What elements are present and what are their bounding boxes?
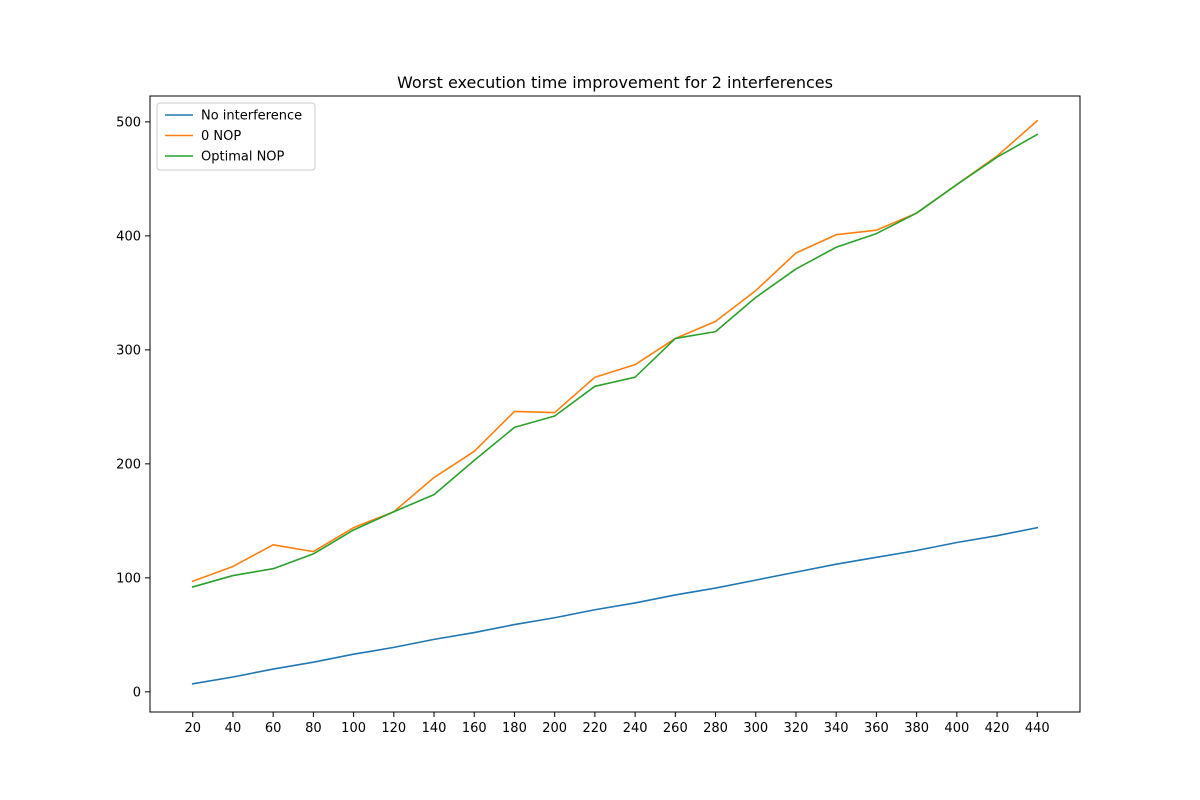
series-layer [191,119,1039,685]
x-tick-label: 40 [225,721,242,736]
x-tick-label: 220 [582,721,607,736]
series-line-no-interference [191,526,1039,685]
legend-label: No interference [201,109,302,124]
series-line-0-nop [191,119,1039,583]
legend: No interference 0 NOP Optimal NOP [156,102,316,171]
x-tick-label: 240 [623,721,648,736]
legend-label: 0 NOP [201,129,241,144]
x-tick-label: 380 [904,721,929,736]
x-tick-label: 420 [985,721,1010,736]
legend-label: Optimal NOP [201,150,285,165]
plot-frame [149,95,1081,713]
x-tick-label: 280 [703,721,728,736]
series-line-optimal-nop [191,133,1039,588]
x-tick-label: 140 [422,721,447,736]
x-tick-label: 100 [341,721,366,736]
chart-title: Worst execution time improvement for 2 i… [397,73,833,92]
y-axis: 0 100 200 300 400 500 [116,115,150,700]
y-tick-label: 100 [116,571,141,586]
x-tick-label: 340 [824,721,849,736]
x-tick-label: 20 [184,721,201,736]
y-tick-label: 0 [133,685,141,700]
y-tick-label: 500 [116,115,141,130]
x-axis: 20 40 60 80 100 120 140 160 180 200 220 240 260 280 30… [184,712,1050,736]
x-tick-label: 80 [305,721,322,736]
y-tick-label: 200 [116,457,141,472]
y-tick-label: 400 [116,229,141,244]
y-tick-label: 300 [116,343,141,358]
x-tick-label: 320 [784,721,809,736]
x-tick-label: 360 [864,721,889,736]
x-tick-label: 200 [542,721,567,736]
x-tick-label: 400 [944,721,969,736]
x-tick-label: 260 [663,721,688,736]
x-tick-label: 440 [1025,721,1050,736]
x-tick-label: 300 [743,721,768,736]
x-tick-label: 120 [381,721,406,736]
x-tick-label: 180 [502,721,527,736]
x-tick-label: 160 [462,721,487,736]
legend-box [156,102,316,171]
x-tick-label: 60 [265,721,282,736]
